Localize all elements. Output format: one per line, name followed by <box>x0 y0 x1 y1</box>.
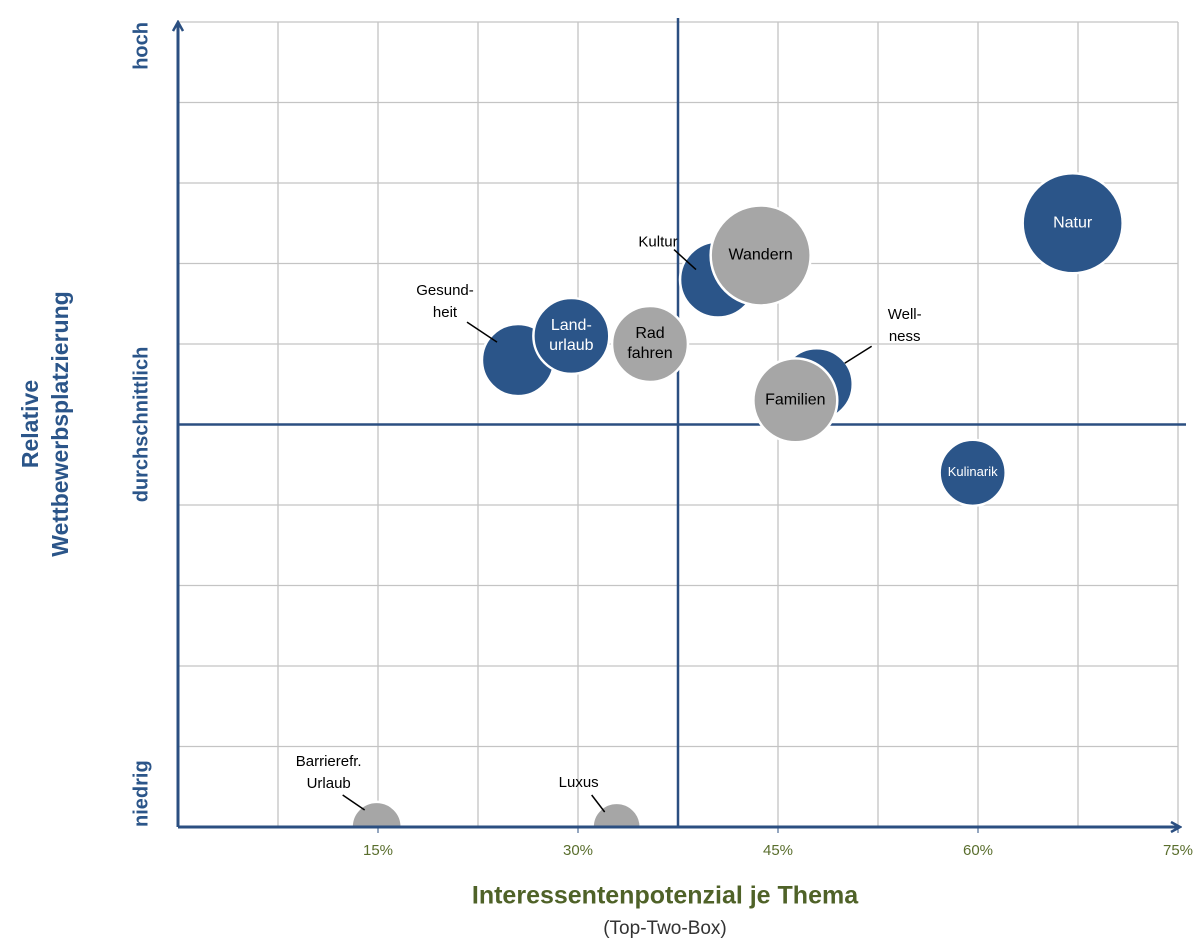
bubble-label: Luxus <box>559 774 599 791</box>
bubble-label: Kulinarik <box>948 464 998 479</box>
leader-line <box>342 794 366 811</box>
bubble <box>532 296 611 376</box>
bubble-label: Natur <box>1053 214 1093 231</box>
y-axis-title-line: Wettbewerbsplatzierung <box>47 291 73 556</box>
x-tick-label: 45% <box>763 842 793 859</box>
bubble <box>752 357 839 444</box>
bubble-label: Familien <box>765 392 825 409</box>
x-axis-subtitle: (Top-Two-Box) <box>603 918 727 939</box>
bubble-label: Rad <box>635 325 664 342</box>
bubble-label: urlaub <box>549 337 594 354</box>
bubble <box>610 304 690 384</box>
bubble-label: heit <box>433 304 458 321</box>
x-tick-label: 60% <box>963 842 993 859</box>
x-tick-label: 30% <box>563 842 593 859</box>
bubble <box>350 800 404 827</box>
bubble <box>709 204 812 307</box>
bubble-label: Kultur <box>638 234 677 251</box>
labels: 15% 30% 45% 60% 75% niedrig durchschnittlich ho… <box>130 22 1193 859</box>
bubble-label: Wandern <box>729 247 793 264</box>
leader-line <box>673 249 697 271</box>
y-tick-label: durchschnittlich <box>130 347 152 503</box>
y-tick-label: niedrig <box>130 760 152 827</box>
leader-line <box>844 345 873 364</box>
x-tick-label: 15% <box>363 842 393 859</box>
bubble-label: Urlaub <box>307 775 351 792</box>
x-axis-title: Interessentenpotenzial je Thema <box>472 882 859 910</box>
bubble-label: Gesund- <box>416 282 474 299</box>
bubble-label: Well- <box>888 306 922 323</box>
bubble-label: fahren <box>627 345 672 362</box>
x-tick-label: 75% <box>1163 842 1193 859</box>
bubble-label: ness <box>889 328 921 345</box>
bubble-label: Barrierefr. <box>296 753 362 770</box>
bubble-label: Land- <box>551 317 592 334</box>
y-tick-label: hoch <box>130 22 152 70</box>
leader-line <box>466 321 498 343</box>
bubble <box>938 438 1007 508</box>
bubble <box>1021 172 1124 275</box>
bubbles <box>350 172 1124 827</box>
leader-line <box>591 794 606 813</box>
y-axis-title: Relative Wettbewerbsplatzierung <box>17 291 73 556</box>
y-axis-title-line: Relative <box>17 380 43 468</box>
grid <box>178 18 1186 827</box>
